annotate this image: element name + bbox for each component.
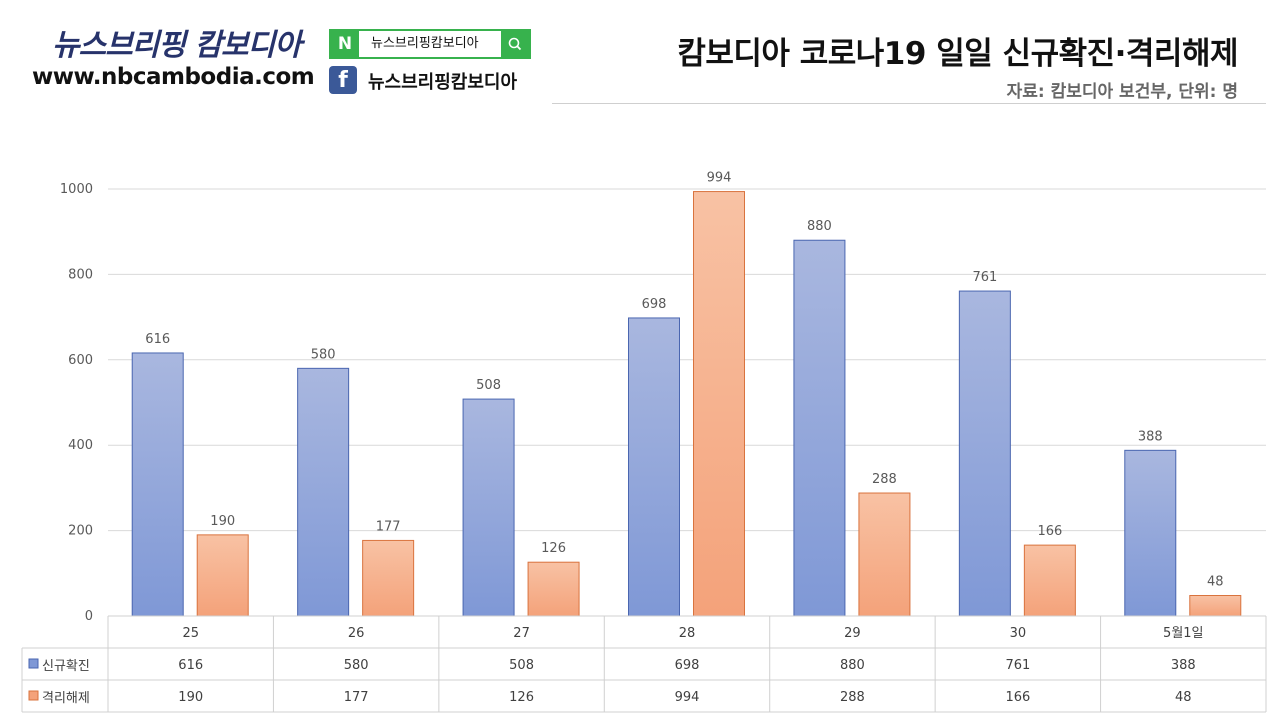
table-cell: 616 — [178, 658, 203, 673]
naver-search-box[interactable]: N 뉴스브리핑캄보디아 — [329, 29, 531, 59]
bar-released — [1023, 544, 1076, 617]
facebook-icon[interactable]: f — [329, 66, 357, 94]
search-icon[interactable] — [501, 31, 529, 57]
table-cell: 994 — [675, 690, 700, 705]
legend-swatch — [28, 690, 39, 701]
x-tick-label: 25 — [182, 626, 199, 641]
x-tick-label: 28 — [679, 626, 696, 641]
bar-released — [362, 539, 415, 617]
bar-released — [196, 534, 249, 617]
bar-new-cases — [958, 290, 1011, 617]
bar-released — [693, 191, 745, 617]
bar-new-cases — [793, 239, 846, 617]
y-tick-label: 800 — [68, 267, 93, 282]
y-tick-label: 600 — [68, 353, 93, 368]
bar-new-cases — [131, 352, 184, 617]
table-cell: 388 — [1171, 658, 1196, 673]
table-cell: 508 — [509, 658, 534, 673]
x-tick-label: 30 — [1010, 626, 1027, 641]
legend-label: 신규확진 — [42, 659, 90, 674]
bar-released — [858, 492, 911, 617]
title-divider — [552, 103, 1266, 104]
brand-url[interactable]: www.nbcambodia.com — [32, 64, 315, 90]
data-label: 177 — [376, 519, 401, 534]
y-tick-label: 0 — [85, 609, 93, 624]
y-tick-label: 1000 — [60, 182, 93, 197]
x-tick-label: 26 — [348, 626, 365, 641]
naver-icon: N — [331, 31, 359, 57]
legend-label: 격리해제 — [42, 691, 90, 706]
table-cell: 126 — [509, 690, 534, 705]
data-label: 616 — [145, 332, 170, 347]
table-cell: 190 — [178, 690, 203, 705]
facebook-label[interactable]: 뉴스브리핑캄보디아 — [368, 72, 518, 93]
y-tick-label: 200 — [68, 524, 93, 539]
x-tick-label: 29 — [844, 626, 861, 641]
bar-new-cases — [628, 317, 680, 617]
data-label: 126 — [541, 541, 566, 556]
data-label: 880 — [807, 219, 832, 234]
table-cell: 177 — [344, 690, 369, 705]
table-cell: 698 — [675, 658, 700, 673]
data-label: 761 — [972, 270, 997, 285]
data-label: 580 — [311, 347, 336, 362]
table-cell: 48 — [1175, 690, 1192, 705]
chart-title: 캄보디아 코로나19 일일 신규확진·격리해제 — [677, 36, 1238, 72]
table-cell: 761 — [1005, 658, 1030, 673]
bar-new-cases — [297, 367, 350, 617]
table-cell: 288 — [840, 690, 865, 705]
brand-title: 뉴스브리핑 캄보디아 — [52, 28, 302, 63]
data-label: 48 — [1207, 575, 1224, 590]
data-label: 166 — [1037, 524, 1062, 539]
data-label: 388 — [1138, 429, 1163, 444]
data-label: 994 — [707, 171, 732, 186]
legend-swatch — [28, 658, 39, 669]
data-label: 698 — [642, 297, 667, 312]
data-label: 190 — [210, 514, 235, 529]
table-cell: 580 — [344, 658, 369, 673]
x-tick-label: 5월1일 — [1163, 626, 1203, 641]
naver-search-label: 뉴스브리핑캄보디아 — [371, 36, 479, 51]
x-tick-label: 27 — [513, 626, 530, 641]
bar-new-cases — [462, 398, 515, 617]
data-label: 288 — [872, 472, 897, 487]
table-cell: 166 — [1005, 690, 1030, 705]
bar-released — [1189, 595, 1242, 617]
y-tick-label: 400 — [68, 438, 93, 453]
chart-source-note: 자료: 캄보디아 보건부, 단위: 명 — [1006, 82, 1238, 102]
table-cell: 880 — [840, 658, 865, 673]
bar-new-cases — [1124, 449, 1177, 617]
data-label: 508 — [476, 378, 501, 393]
bar-released — [527, 561, 580, 617]
